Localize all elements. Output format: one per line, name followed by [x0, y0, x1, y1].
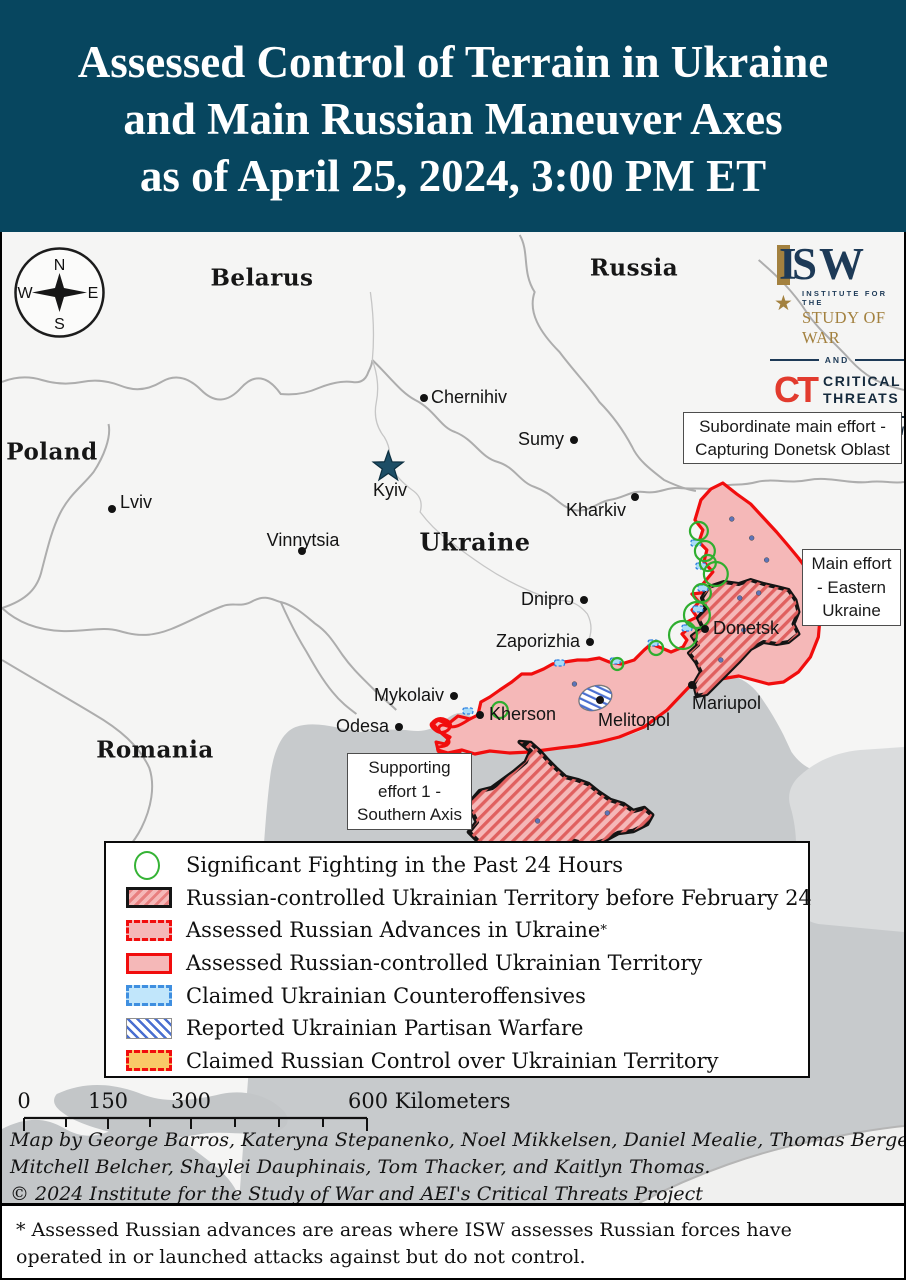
svg-text:N: N: [54, 257, 66, 274]
isw-letters-sw: SW: [792, 239, 867, 289]
isw-subtitle: ★ INSTITUTE FOR THE STUDY OF WAR: [774, 289, 904, 348]
south-coast-land: [639, 1126, 904, 1203]
orange-dashed-swatch-icon: [126, 1050, 172, 1072]
legend-item-claimed-russian-control: Claimed Russian Control over Ukrainian T…: [126, 1045, 808, 1078]
legend-item-russian-advances: Assessed Russian Advances in Ukraine *: [126, 914, 808, 947]
legend-item-fighting: Significant Fighting in the Past 24 Hour…: [126, 849, 808, 882]
prewar-donbas-region: [686, 578, 801, 698]
isw-study-of-war-text: STUDY OF WAR: [802, 308, 886, 347]
legend-item-prewar-territory: Russian-controlled Ukrainian Territory b…: [126, 882, 812, 915]
blue-dashed-swatch-icon: [126, 985, 172, 1007]
country-label-poland: Poland: [6, 438, 98, 466]
country-label-belarus: Belarus: [210, 264, 314, 292]
scale-label-300: 300: [170, 1089, 212, 1113]
isw-institute-text: INSTITUTE FOR THE: [802, 289, 888, 307]
dnieper-river: [369, 291, 592, 639]
callout-subordinate-main-effort: Subordinate main effort - Capturing Done…: [683, 412, 902, 464]
map-legend: Significant Fighting in the Past 24 Hour…: [104, 841, 812, 1078]
balkan-land-2: [54, 1084, 288, 1140]
kuban-land: [789, 747, 904, 932]
green-circle-icon: [134, 850, 160, 880]
isw-letter-i: I: [779, 239, 797, 289]
country-label-romania: Romania: [96, 736, 214, 764]
svg-text:E: E: [88, 285, 99, 302]
balkan-land: [2, 1119, 241, 1203]
svg-text:S: S: [54, 316, 65, 333]
border-carpathian: [2, 659, 154, 867]
attribution-line-1: Map by George Barros, Kateryna Stepanenk…: [10, 1129, 906, 1151]
country-label-ukraine: Ukraine: [419, 527, 531, 557]
and-divider: AND: [770, 355, 904, 365]
scale-label-150: 150: [87, 1089, 129, 1113]
title-banner: Assessed Control of Terrain in Ukraine a…: [0, 0, 906, 232]
partisan-specks: [534, 516, 770, 824]
page-title-line-3: as of April 25, 2024, 3:00 PM ET: [139, 151, 767, 201]
ct-monogram-icon: CT: [774, 369, 819, 410]
legend-item-partisan-warfare: Reported Ukrainian Partisan Warfare: [126, 1012, 808, 1045]
country-label-russia: Russia: [589, 254, 679, 282]
attribution-line-3: © 2024 Institute for the Study of War an…: [10, 1183, 703, 1203]
map-area: N E S W I SW ★ INSTITUTE FOR THE STUDY O…: [0, 232, 906, 1203]
attribution-line-2: Mitchell Belcher, Shaylei Dauphinais, To…: [10, 1156, 711, 1178]
page-title-line-1: Assessed Control of Terrain in Ukraine: [77, 37, 829, 87]
border-southwest-chain: [2, 596, 397, 711]
ct-line2: THREATS: [823, 390, 900, 406]
footnote-box: * Assessed Russian advances are areas wh…: [0, 1203, 906, 1280]
russian-controlled-territory: [431, 481, 822, 756]
svg-text:W: W: [17, 285, 33, 302]
red-solid-swatch-icon: [126, 952, 172, 974]
legend-item-russian-controlled: Assessed Russian-controlled Ukrainian Te…: [126, 947, 808, 980]
black-border-hatch-swatch-icon: [126, 887, 172, 909]
critical-threats-logo: CT CRITICAL THREATS: [774, 369, 904, 410]
kyiv-star-icon: [371, 449, 406, 482]
callout-supporting-effort-southern-axis: Supporting effort 1 - Southern Axis: [347, 753, 472, 830]
blue-hatch-swatch-icon: [126, 1017, 172, 1039]
isw-ribbon-icon: [777, 245, 790, 285]
compass-rose-icon: N E S W: [12, 245, 107, 340]
page-title-line-2: and Main Russian Maneuver Axes: [123, 94, 783, 144]
scale-ruler-icon: [23, 1116, 368, 1131]
border-belarus-ukraine: [2, 359, 374, 401]
legend-item-counteroffensives: Claimed Ukrainian Counteroffensives: [126, 979, 808, 1012]
and-label: AND: [824, 355, 850, 365]
border-moldova-east: [279, 601, 358, 715]
border-russia-ukraine: [371, 359, 711, 512]
fighting-circles: [490, 520, 729, 720]
ct-line1: CRITICAL: [823, 373, 902, 389]
kherson-delta-lines: [429, 717, 472, 757]
partisan-ellipse: [578, 684, 613, 712]
scale-label-0: 0: [17, 1089, 31, 1113]
footnote-text: * Assessed Russian advances are areas wh…: [16, 1219, 792, 1268]
callout-main-effort-eastern-ukraine: Main effort - Eastern Ukraine: [802, 549, 901, 626]
border-belarus-russia: [518, 234, 697, 492]
isw-star-icon: ★: [774, 292, 793, 315]
border-poland-ukraine: [2, 423, 111, 609]
red-dashed-swatch-icon: [126, 919, 172, 941]
border-russia-east: [710, 477, 904, 490]
isw-wordmark: I SW: [777, 239, 904, 289]
scale-label-600km: 600 Kilometers: [348, 1089, 511, 1113]
